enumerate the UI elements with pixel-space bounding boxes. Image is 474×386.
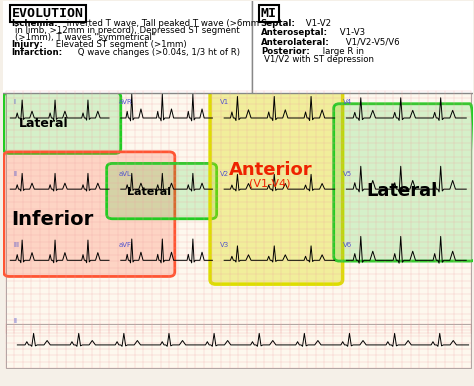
Text: Anterior: Anterior — [228, 161, 312, 179]
FancyBboxPatch shape — [6, 91, 471, 334]
Text: aVF: aVF — [118, 242, 131, 248]
Text: Ischemia:: Ischemia: — [12, 19, 58, 28]
Text: Elevated ST segment (>1mm): Elevated ST segment (>1mm) — [53, 40, 187, 49]
Text: III: III — [14, 242, 19, 248]
Text: Lateral: Lateral — [127, 187, 171, 197]
Text: Septal:: Septal: — [261, 19, 296, 28]
Text: Anteroseptal:: Anteroseptal: — [261, 29, 328, 37]
FancyBboxPatch shape — [4, 152, 175, 276]
Text: Posterior:: Posterior: — [261, 47, 310, 56]
Text: V1: V1 — [220, 99, 230, 105]
Text: V1-V2: V1-V2 — [303, 19, 331, 28]
Text: large R in: large R in — [320, 47, 364, 56]
Text: II: II — [14, 318, 18, 324]
Text: II: II — [14, 171, 18, 177]
FancyBboxPatch shape — [334, 104, 474, 261]
FancyBboxPatch shape — [252, 0, 474, 93]
Text: V6: V6 — [343, 242, 352, 248]
Text: Infarction:: Infarction: — [12, 47, 63, 57]
FancyBboxPatch shape — [1, 0, 252, 93]
Text: MI: MI — [261, 7, 277, 20]
FancyBboxPatch shape — [6, 324, 471, 368]
Text: V4: V4 — [343, 99, 352, 105]
Text: EVOLUTION: EVOLUTION — [12, 7, 84, 20]
Text: I: I — [14, 99, 16, 105]
Text: V1-V3: V1-V3 — [337, 29, 365, 37]
Text: Inferior: Inferior — [11, 210, 94, 229]
Text: V5: V5 — [343, 171, 352, 177]
Text: V1/V2-V5/V6: V1/V2-V5/V6 — [343, 37, 399, 47]
Text: (>1mm), T waves "symmetrical": (>1mm), T waves "symmetrical" — [15, 33, 156, 42]
Text: Q wave changes (>0.04s, 1/3 ht of R): Q wave changes (>0.04s, 1/3 ht of R) — [75, 47, 240, 57]
FancyBboxPatch shape — [210, 86, 343, 284]
Text: Lateral: Lateral — [366, 182, 438, 200]
Text: V2: V2 — [220, 171, 229, 177]
Text: Lateral: Lateral — [18, 117, 68, 130]
Text: aVR: aVR — [118, 99, 132, 105]
Text: Injury:: Injury: — [12, 40, 44, 49]
Text: in limb, >12mm in precord), Depressed ST segment: in limb, >12mm in precord), Depressed ST… — [15, 27, 240, 36]
Text: V1/V2 with ST depression: V1/V2 with ST depression — [264, 54, 374, 64]
Text: V3: V3 — [220, 242, 230, 248]
Text: inverted T wave, Tall peaked T wave (>6mm: inverted T wave, Tall peaked T wave (>6m… — [64, 19, 259, 28]
Text: Anterolateral:: Anterolateral: — [261, 37, 329, 47]
Text: aVL: aVL — [118, 171, 131, 177]
FancyBboxPatch shape — [107, 163, 217, 219]
FancyBboxPatch shape — [4, 92, 121, 153]
Text: (V1-V4): (V1-V4) — [249, 178, 291, 188]
